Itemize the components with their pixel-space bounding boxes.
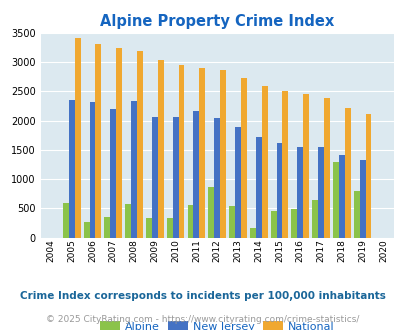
Bar xyxy=(137,51,143,238)
Bar xyxy=(344,109,350,238)
Bar xyxy=(353,191,359,238)
Legend: Alpine, New Jersey, National: Alpine, New Jersey, National xyxy=(95,317,338,330)
Bar xyxy=(158,60,163,238)
Bar xyxy=(359,160,364,238)
Bar xyxy=(332,162,338,238)
Bar xyxy=(240,78,246,238)
Bar xyxy=(261,86,267,238)
Bar xyxy=(323,98,329,238)
Bar xyxy=(69,100,75,238)
Bar xyxy=(276,144,282,238)
Bar xyxy=(199,68,205,238)
Bar xyxy=(234,126,240,238)
Bar xyxy=(75,38,81,238)
Title: Alpine Property Crime Index: Alpine Property Crime Index xyxy=(100,14,333,29)
Bar xyxy=(90,102,95,238)
Bar xyxy=(146,218,151,238)
Bar xyxy=(208,187,214,238)
Bar xyxy=(104,217,110,238)
Bar xyxy=(83,222,90,238)
Bar xyxy=(178,65,184,238)
Bar xyxy=(131,101,137,238)
Bar xyxy=(151,117,158,238)
Bar xyxy=(228,206,234,238)
Bar xyxy=(116,48,122,238)
Bar xyxy=(193,111,199,238)
Bar xyxy=(296,147,303,238)
Text: Crime Index corresponds to incidents per 100,000 inhabitants: Crime Index corresponds to incidents per… xyxy=(20,291,385,301)
Bar xyxy=(214,118,220,238)
Bar xyxy=(220,70,226,238)
Bar xyxy=(172,117,178,238)
Bar xyxy=(364,114,371,238)
Bar xyxy=(318,147,323,238)
Bar xyxy=(255,137,261,238)
Bar xyxy=(95,44,101,238)
Bar xyxy=(125,204,131,238)
Bar xyxy=(282,91,288,238)
Bar xyxy=(311,200,318,238)
Bar xyxy=(110,109,116,238)
Text: © 2025 CityRating.com - https://www.cityrating.com/crime-statistics/: © 2025 CityRating.com - https://www.city… xyxy=(46,315,359,324)
Bar xyxy=(270,211,276,238)
Bar xyxy=(291,209,296,238)
Bar xyxy=(303,94,308,238)
Bar xyxy=(249,228,255,238)
Bar xyxy=(166,218,172,238)
Bar xyxy=(187,205,193,238)
Bar xyxy=(63,203,69,238)
Bar xyxy=(338,155,344,238)
